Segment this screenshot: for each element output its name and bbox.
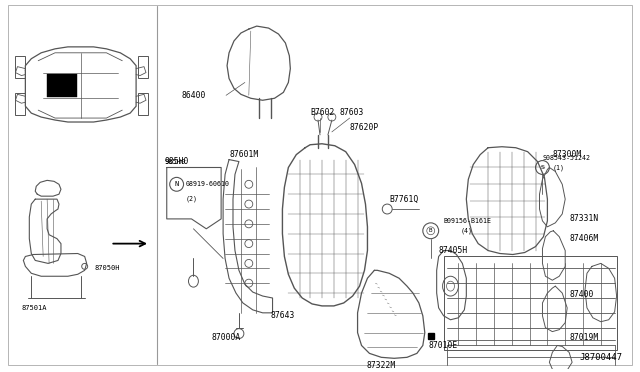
- Bar: [47, 74, 77, 97]
- Text: S08543-51242: S08543-51242: [543, 155, 591, 161]
- Text: 87603: 87603: [340, 108, 364, 117]
- Text: 87050H: 87050H: [95, 265, 120, 271]
- Text: 87406M: 87406M: [569, 234, 598, 243]
- Text: 86400: 86400: [182, 91, 206, 100]
- Text: 87300M: 87300M: [552, 150, 582, 159]
- Text: 985H0: 985H0: [164, 157, 189, 166]
- Text: 87322M: 87322M: [367, 361, 396, 370]
- Bar: [15, 93, 26, 115]
- Bar: [15, 56, 26, 77]
- Text: (1): (1): [552, 164, 564, 171]
- Text: J8700447: J8700447: [579, 353, 622, 362]
- Text: 87643: 87643: [271, 311, 295, 320]
- Text: 87601M: 87601M: [229, 150, 259, 159]
- Text: B: B: [429, 228, 433, 233]
- Bar: [138, 56, 148, 77]
- Text: B7761Q: B7761Q: [389, 195, 419, 203]
- Text: 87331N: 87331N: [569, 214, 598, 224]
- Text: 87405H: 87405H: [438, 246, 468, 255]
- Text: (2): (2): [186, 196, 198, 202]
- Text: 08919-60610: 08919-60610: [186, 181, 230, 187]
- Text: 87010E: 87010E: [429, 341, 458, 350]
- Text: 87620P: 87620P: [349, 124, 379, 132]
- Text: B09156-B161E: B09156-B161E: [444, 218, 492, 224]
- Bar: [444, 256, 616, 350]
- Text: S: S: [541, 165, 545, 170]
- Text: 87019M: 87019M: [569, 333, 598, 342]
- Text: 985H0: 985H0: [164, 158, 186, 164]
- Text: 87000A: 87000A: [211, 333, 241, 342]
- Text: 87501A: 87501A: [21, 305, 47, 311]
- Text: B7602: B7602: [310, 108, 335, 117]
- Text: N: N: [175, 181, 179, 187]
- Text: 87400: 87400: [569, 289, 593, 299]
- Bar: [138, 93, 148, 115]
- Text: (4): (4): [460, 228, 472, 234]
